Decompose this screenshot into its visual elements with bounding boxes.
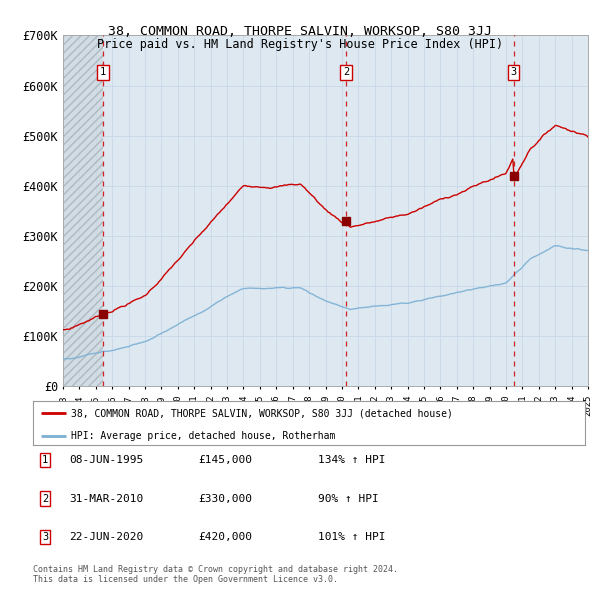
Text: 38, COMMON ROAD, THORPE SALVIN, WORKSOP, S80 3JJ: 38, COMMON ROAD, THORPE SALVIN, WORKSOP,…: [108, 25, 492, 38]
Text: Contains HM Land Registry data © Crown copyright and database right 2024.
This d: Contains HM Land Registry data © Crown c…: [33, 565, 398, 584]
Text: 08-JUN-1995: 08-JUN-1995: [69, 455, 143, 465]
Text: 2: 2: [343, 67, 349, 77]
Text: 101% ↑ HPI: 101% ↑ HPI: [318, 532, 386, 542]
Text: 1: 1: [100, 67, 106, 77]
Text: £330,000: £330,000: [198, 494, 252, 503]
Text: 134% ↑ HPI: 134% ↑ HPI: [318, 455, 386, 465]
Text: 3: 3: [511, 67, 517, 77]
Text: HPI: Average price, detached house, Rotherham: HPI: Average price, detached house, Roth…: [71, 431, 335, 441]
Text: 38, COMMON ROAD, THORPE SALVIN, WORKSOP, S80 3JJ (detached house): 38, COMMON ROAD, THORPE SALVIN, WORKSOP,…: [71, 408, 452, 418]
Text: 31-MAR-2010: 31-MAR-2010: [69, 494, 143, 503]
Text: 3: 3: [42, 532, 48, 542]
Text: 2: 2: [42, 494, 48, 503]
Text: Price paid vs. HM Land Registry's House Price Index (HPI): Price paid vs. HM Land Registry's House …: [97, 38, 503, 51]
Text: £145,000: £145,000: [198, 455, 252, 465]
Bar: [63, 35, 103, 386]
Text: £420,000: £420,000: [198, 532, 252, 542]
Text: 90% ↑ HPI: 90% ↑ HPI: [318, 494, 379, 503]
Text: 22-JUN-2020: 22-JUN-2020: [69, 532, 143, 542]
Text: 1: 1: [42, 455, 48, 465]
